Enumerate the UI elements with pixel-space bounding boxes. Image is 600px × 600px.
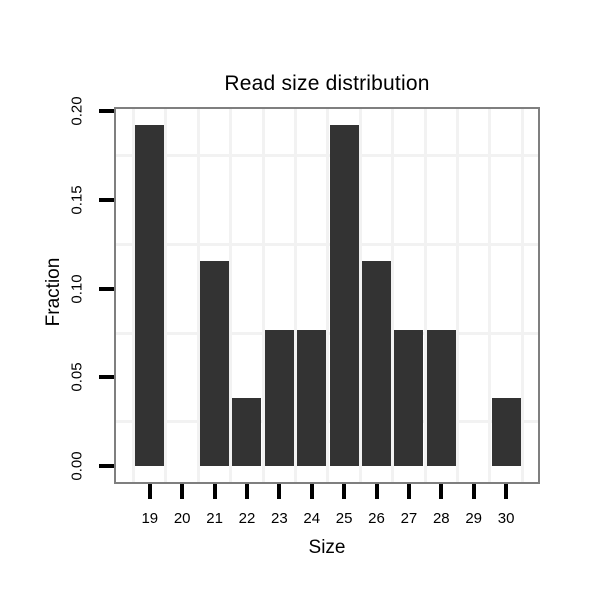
x-tick-label: 30 [497, 510, 515, 527]
gridline-vertical [132, 109, 136, 482]
y-tick [99, 375, 114, 380]
gridline-vertical [294, 109, 298, 482]
x-tick [374, 484, 379, 499]
gridline-vertical [358, 109, 362, 482]
x-tick-label: 22 [238, 510, 256, 527]
x-tick [180, 484, 185, 499]
x-tick [309, 484, 314, 499]
bar [264, 329, 294, 466]
y-tick [99, 198, 114, 203]
bar [426, 329, 456, 466]
x-tick-label: 26 [368, 510, 385, 527]
x-tick [439, 484, 444, 499]
x-tick [471, 484, 476, 499]
x-tick-label: 29 [465, 510, 483, 527]
x-tick [504, 484, 509, 499]
gridline-vertical [520, 109, 524, 482]
y-tick-label: 0.10 [68, 274, 86, 304]
x-axis-title: Size [308, 537, 346, 558]
gridline-vertical [391, 109, 395, 482]
y-tick-label: 0.00 [68, 451, 86, 481]
y-tick-label: 0.05 [68, 362, 86, 392]
gridline-vertical [488, 109, 492, 482]
bar [200, 261, 230, 466]
plot-panel [114, 107, 540, 484]
y-tick-label: 0.15 [68, 185, 86, 215]
x-tick-label: 23 [271, 510, 288, 527]
gridline-vertical [456, 109, 459, 482]
gridline-vertical [196, 109, 200, 482]
bar [394, 329, 424, 466]
y-tick [99, 464, 114, 468]
x-tick [342, 484, 347, 499]
gridline-horizontal [116, 331, 538, 335]
bar [135, 125, 165, 466]
x-tick [147, 484, 152, 499]
gridline-horizontal [116, 420, 538, 424]
bar [491, 397, 521, 466]
bar [297, 329, 327, 466]
y-tick-label: 0.20 [68, 96, 86, 126]
x-tick-label: 25 [335, 510, 353, 527]
gridline-vertical [229, 109, 233, 482]
x-tick [406, 484, 411, 499]
gridline-horizontal [116, 242, 538, 246]
x-tick [277, 484, 282, 499]
gridline-vertical [164, 109, 168, 482]
x-tick [244, 484, 249, 499]
bar [232, 397, 262, 466]
gridline-horizontal [116, 154, 538, 158]
gridline-vertical [261, 109, 265, 482]
x-tick-label: 28 [432, 510, 450, 527]
y-axis-title: Fraction [43, 257, 64, 327]
x-tick-label: 19 [141, 510, 159, 527]
chart-title: Read size distribution [224, 72, 430, 95]
y-tick [99, 109, 114, 114]
bar [362, 261, 392, 466]
x-tick-label: 21 [206, 510, 223, 527]
x-tick [212, 484, 217, 499]
x-tick-label: 20 [173, 510, 191, 527]
bar [329, 125, 359, 466]
gridline-vertical [423, 109, 427, 482]
x-tick-label: 24 [303, 510, 321, 527]
y-tick [99, 286, 114, 291]
gridline-vertical [326, 109, 330, 482]
x-tick-label: 27 [400, 510, 418, 527]
